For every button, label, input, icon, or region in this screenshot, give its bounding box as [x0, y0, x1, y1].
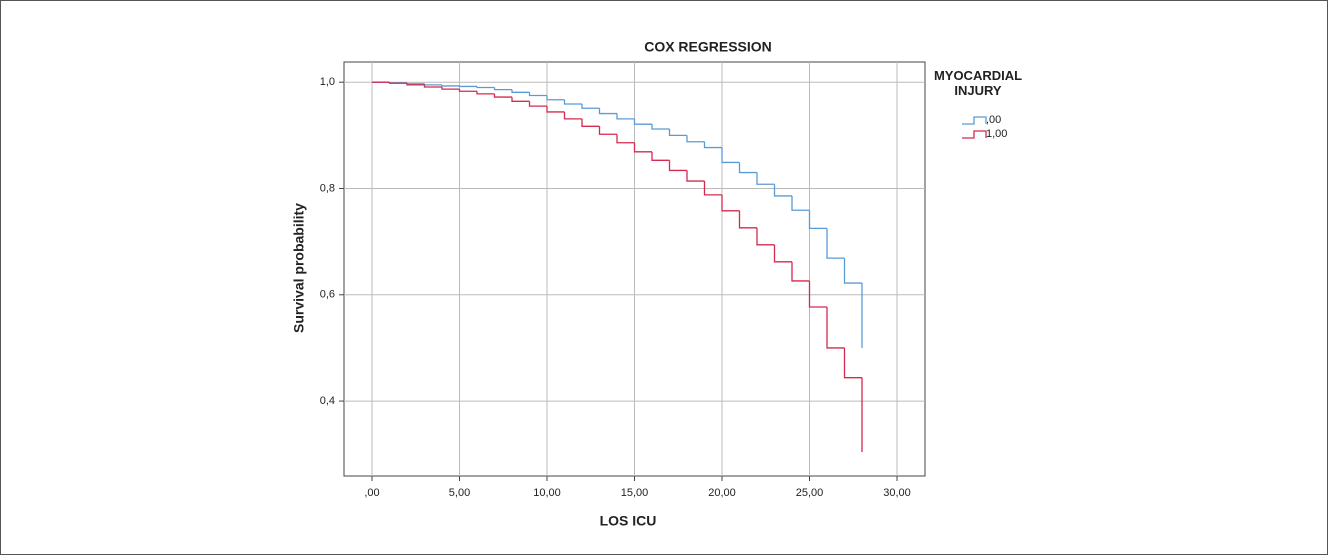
survival-step — [808, 280, 827, 308]
survival-step — [791, 195, 810, 211]
y-tick-label: 1,0 — [320, 76, 335, 88]
survival-step — [686, 135, 705, 143]
x-axis-label: LOS ICU — [600, 513, 657, 529]
x-tick-label: 25,00 — [796, 487, 824, 499]
y-axis-label: Survival probability — [291, 203, 307, 333]
survival-step — [423, 83, 442, 86]
survival-step — [406, 82, 425, 85]
survival-step — [616, 113, 635, 120]
survival-step — [773, 244, 792, 263]
survival-step — [563, 111, 582, 120]
survival-step — [668, 128, 687, 136]
survival-step — [458, 85, 477, 88]
survival-step — [563, 99, 582, 105]
survival-step — [738, 210, 757, 229]
x-tick-label: 20,00 — [708, 487, 736, 499]
survival-step — [633, 118, 652, 125]
survival-step — [423, 84, 442, 88]
survival-step — [528, 101, 547, 107]
legend-swatch — [962, 116, 987, 125]
x-tick-label: 10,00 — [533, 487, 561, 499]
survival-step — [511, 97, 530, 102]
legend-title: MYOCARDIAL INJURY — [933, 68, 1023, 98]
survival-step — [406, 83, 425, 86]
survival-step — [441, 84, 460, 87]
survival-step — [633, 142, 652, 153]
survival-step — [808, 210, 827, 229]
survival-step — [546, 106, 565, 113]
survival-step — [598, 108, 617, 115]
survival-step — [458, 89, 477, 92]
survival-step — [528, 92, 547, 97]
survival-step — [616, 134, 635, 144]
x-tick-label: 15,00 — [621, 487, 649, 499]
survival-step — [721, 147, 740, 164]
x-tick-label: ,00 — [364, 487, 379, 499]
x-tick-label: 30,00 — [883, 487, 911, 499]
survival-step — [773, 184, 792, 197]
y-tick-label: 0,8 — [320, 182, 335, 194]
survival-step — [598, 126, 617, 135]
survival-step — [791, 261, 810, 282]
survival-step — [686, 170, 705, 182]
survival-step — [546, 95, 565, 101]
survival-step — [703, 181, 722, 196]
survival-step — [756, 227, 775, 246]
survival-step — [493, 87, 512, 91]
survival-step — [738, 162, 757, 174]
survival-step — [511, 89, 530, 93]
y-tick-label: 0,4 — [320, 395, 335, 407]
legend-swatch — [962, 130, 987, 139]
x-tick-label: 5,00 — [449, 487, 470, 499]
survival-step — [476, 91, 495, 95]
survival-step — [668, 160, 687, 172]
survival-step — [493, 93, 512, 98]
legend-label: 1,00 — [986, 128, 1007, 140]
survival-step — [826, 228, 845, 259]
survival-step — [756, 172, 775, 185]
survival-step — [651, 124, 670, 130]
survival-step — [581, 103, 600, 109]
chart-title: COX REGRESSION — [644, 39, 772, 55]
survival-step — [721, 194, 740, 212]
survival-step — [843, 347, 862, 379]
survival-step — [441, 86, 460, 90]
survival-step — [651, 151, 670, 161]
survival-step — [703, 141, 722, 149]
survival-step — [581, 118, 600, 127]
y-tick-label: 0,6 — [320, 289, 335, 301]
survival-step — [388, 82, 407, 84]
survival-step — [476, 86, 495, 89]
survival-step — [826, 306, 845, 349]
survival-step — [843, 258, 862, 284]
legend-label: ,00 — [986, 114, 1001, 126]
